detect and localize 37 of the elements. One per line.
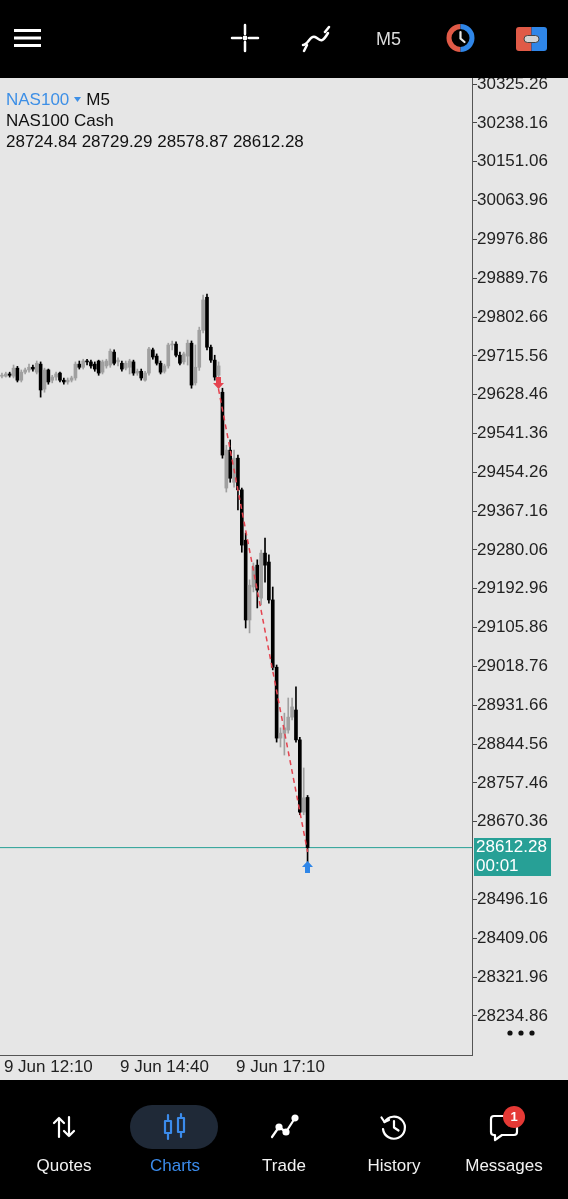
y-tick-label: 29018.76: [477, 656, 548, 676]
y-tick-label: 29976.86: [477, 229, 548, 249]
y-tick-label: 29715.56: [477, 345, 548, 365]
y-tick-label: 28844.56: [477, 733, 548, 753]
y-tick-label: 29454.26: [477, 462, 548, 482]
y-tick-label: 29367.16: [477, 500, 548, 520]
y-tick-label: 28931.66: [477, 694, 548, 714]
text: NAS100 Cash: [6, 110, 115, 131]
text: 00:01: [476, 856, 519, 876]
text: Charts: [149, 1155, 201, 1177]
y-tick-label: 28496.16: [477, 889, 548, 909]
x-tick-label: 9 Jun 14:40: [120, 1056, 209, 1076]
y-tick-label: 28409.06: [477, 927, 548, 947]
y-tick-label: 28670.36: [477, 811, 548, 831]
text: Messages: [465, 1155, 543, 1177]
annotation: 28724.84 28729.29 28578.87 28612.28: [6, 131, 304, 152]
x-tick-label: 9 Jun 17:10: [236, 1056, 325, 1076]
y-tick-label: 30063.96: [477, 190, 548, 210]
y-tick-label: 30238.16: [477, 112, 548, 132]
text: History: [367, 1155, 421, 1177]
y-tick-label: 29192.96: [477, 578, 548, 598]
text: NAS100 M5: [6, 90, 110, 109]
text: Quotes: [36, 1155, 92, 1177]
y-tick-label: 29105.86: [477, 617, 548, 637]
y-tick-label: 29280.06: [477, 539, 548, 559]
y-tick-label: 28321.96: [477, 966, 548, 986]
y-tick-label: 29889.76: [477, 267, 548, 287]
text: Trade: [262, 1155, 306, 1177]
y-tick-label: 29541.36: [477, 423, 548, 443]
y-tick-label: 28234.86: [477, 1005, 548, 1025]
y-tick-label: 28757.46: [477, 772, 548, 792]
ref-line-label: 28612.28: [476, 837, 547, 857]
text: M5: [376, 28, 402, 50]
y-tick-label: 29802.66: [477, 306, 548, 326]
y-tick-label: 29628.46: [477, 384, 548, 404]
x-tick-label: 9 Jun 12:10: [3, 1056, 93, 1076]
y-tick-label: 30151.06: [477, 151, 548, 171]
